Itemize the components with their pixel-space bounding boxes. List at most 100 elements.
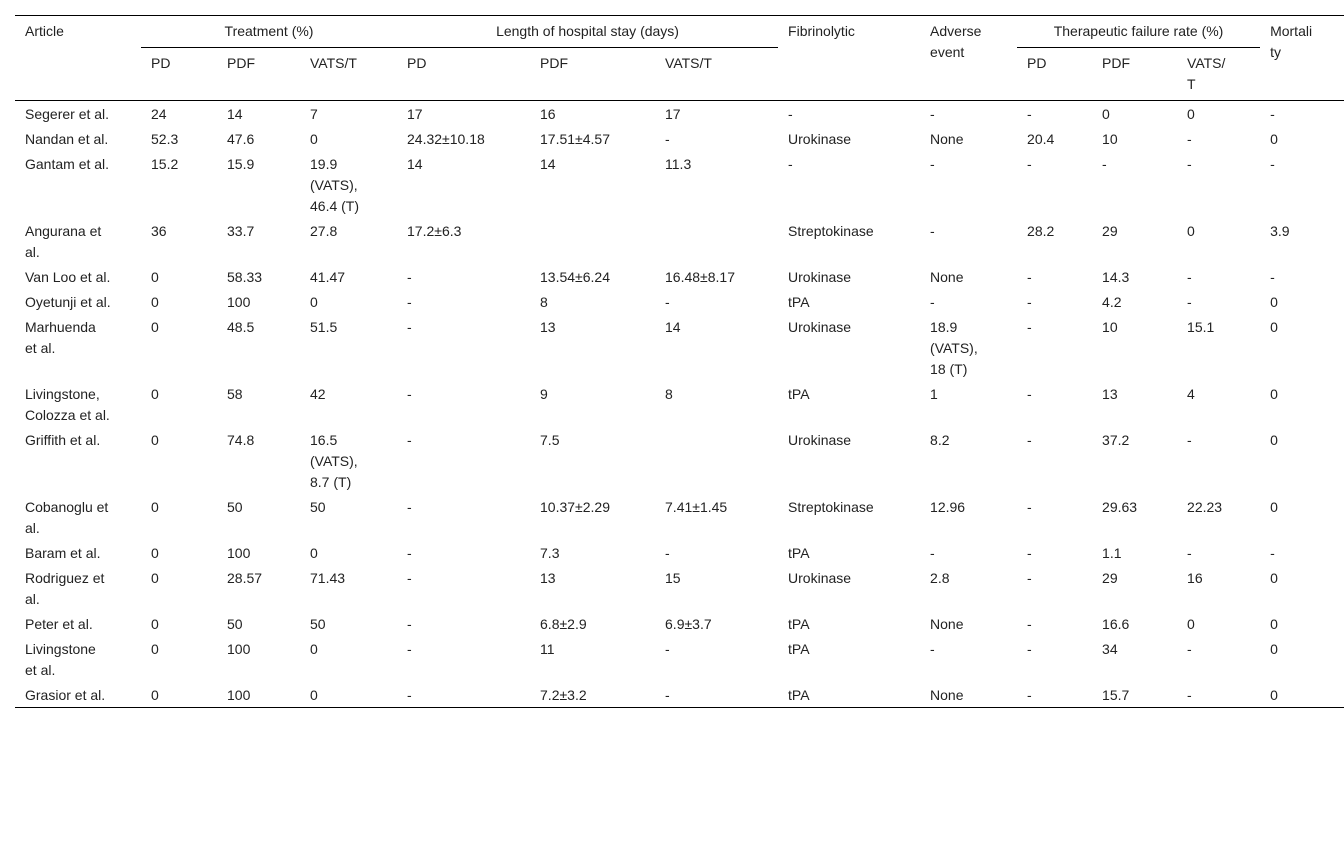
table-cell: Streptokinase [788, 499, 874, 515]
table-cell: 7.3 [540, 545, 560, 561]
table-cell: 37.2 [1102, 432, 1130, 448]
group-header: Length of hospital stay (days) [397, 15, 779, 48]
table-row: Peter et al. 0 50 50 - 6.8±2.9 6.9±3.7 tPA None -… [15, 611, 1344, 636]
table-cell: - [930, 294, 935, 310]
table-cell: 42 [310, 386, 326, 402]
table-cell: - [407, 386, 412, 402]
table-cell: 50 [310, 616, 326, 632]
table-cell: - [1187, 269, 1192, 285]
article-cell: Marhuenda et al. [25, 319, 96, 356]
table-cell: - [788, 106, 793, 122]
table-cell: - [930, 156, 935, 172]
sub-header: PDF [217, 47, 300, 101]
table-cell: 0 [1102, 106, 1110, 122]
article-cell: Oyetunji et al. [25, 294, 111, 310]
table-cell: 33.7 [227, 223, 255, 239]
table-cell: 0 [1270, 131, 1278, 147]
table-cell: Urokinase [788, 432, 852, 448]
table-cell: 17.51±4.57 [540, 131, 610, 147]
table-cell: 0 [1187, 106, 1195, 122]
table-cell: - [1187, 687, 1192, 703]
header-cell: Article [15, 15, 141, 101]
article-cell: Livingstone et al. [25, 641, 96, 678]
table-cell: tPA [788, 687, 810, 703]
table-cell: 0 [151, 386, 159, 402]
table-cell: 0 [151, 432, 159, 448]
table-cell: 52.3 [151, 131, 179, 147]
group-header: Therapeutic failure rate (%) [1017, 15, 1261, 48]
table-cell: 13 [1102, 386, 1118, 402]
table-cell: - [930, 545, 935, 561]
sub-header: PD [1017, 47, 1093, 101]
table-cell: 17 [407, 106, 423, 122]
table-cell: 48.5 [227, 319, 255, 335]
table-cell: 8.2 [930, 432, 950, 448]
article-cell: Angurana et al. [25, 223, 102, 260]
article-cell: Peter et al. [25, 616, 93, 632]
table-cell: 41.47 [310, 269, 346, 285]
table-row: Marhuenda et al. 0 48.5 51.5 - 13 14 Urokinase 1… [15, 314, 1344, 381]
header-cell: Adverse event [920, 15, 1018, 101]
table-cell: 0 [151, 499, 159, 515]
table-row: Grasior et al. 0 100 0 - 7.2±3.2 - tPA None - 15.7… [15, 682, 1344, 708]
table-cell: - [1027, 687, 1032, 703]
table-cell: 0 [151, 545, 159, 561]
table-cell: - [665, 294, 670, 310]
table-cell: - [1187, 432, 1192, 448]
table-cell: - [1027, 545, 1032, 561]
table-cell: 0 [310, 294, 318, 310]
table-cell: 17 [665, 106, 681, 122]
table-cell: - [665, 131, 670, 147]
table-cell: 51.5 [310, 319, 338, 335]
table-cell: 16 [540, 106, 556, 122]
article-cell: Griffith et al. [25, 432, 101, 448]
table-cell: 22.23 [1187, 499, 1223, 515]
table-cell: 24.32±10.18 [407, 131, 485, 147]
table-cell: 16.5 (VATS), 8.7 (T) [310, 432, 358, 490]
table-row: Angurana et al. 36 33.7 27.8 17.2±6.3 Strepto… [15, 218, 1344, 264]
table-cell: - [930, 641, 935, 657]
table-cell: 0 [1270, 499, 1278, 515]
table-cell: - [930, 106, 935, 122]
table-cell: 47.6 [227, 131, 255, 147]
table-cell: - [1027, 294, 1032, 310]
table-cell: - [1027, 570, 1032, 586]
table-cell: None [930, 687, 964, 703]
table-body: Segerer et al. 24 14 7 17 16 17- - -0 0- Nandan et… [15, 101, 1344, 708]
table-cell: 17.2±6.3 [407, 223, 462, 239]
table-cell: - [1027, 432, 1032, 448]
sub-header: VATS/T [1177, 47, 1261, 101]
table-cell: 7.41±1.45 [665, 499, 728, 515]
table-cell: tPA [788, 545, 810, 561]
table-cell: - [407, 641, 412, 657]
table-cell: 29 [1102, 223, 1118, 239]
table-cell: tPA [788, 641, 810, 657]
table-cell: - [665, 641, 670, 657]
table-cell: 7 [310, 106, 318, 122]
table-cell: - [1027, 319, 1032, 335]
table-cell: tPA [788, 616, 810, 632]
table-cell: 11 [540, 641, 555, 657]
table-cell: 50 [227, 616, 243, 632]
table-cell: 0 [1187, 616, 1195, 632]
table-cell: Urokinase [788, 319, 852, 335]
table-row: Segerer et al. 24 14 7 17 16 17 - - - 0 0 - [15, 101, 1344, 127]
table-cell: 36 [151, 223, 167, 239]
table-cell: 16.6 [1102, 616, 1130, 632]
group-header: Treatment (%) [141, 15, 398, 48]
sub-header: PD [141, 47, 217, 101]
table-cell: 100 [227, 294, 251, 310]
table-cell: 0 [151, 687, 159, 703]
table-cell: Urokinase [788, 131, 852, 147]
article-cell: Baram et al. [25, 545, 101, 561]
table-cell: 0 [1270, 570, 1278, 586]
article-cell: Segerer et al. [25, 106, 110, 122]
table-cell: 15.7 [1102, 687, 1130, 703]
table-cell: - [1270, 545, 1275, 561]
table-cell: 27.8 [310, 223, 338, 239]
table-cell: 9 [540, 386, 548, 402]
table-cell: Urokinase [788, 269, 852, 285]
table-cell: 29 [1102, 570, 1118, 586]
table-cell: 1 [930, 386, 938, 402]
